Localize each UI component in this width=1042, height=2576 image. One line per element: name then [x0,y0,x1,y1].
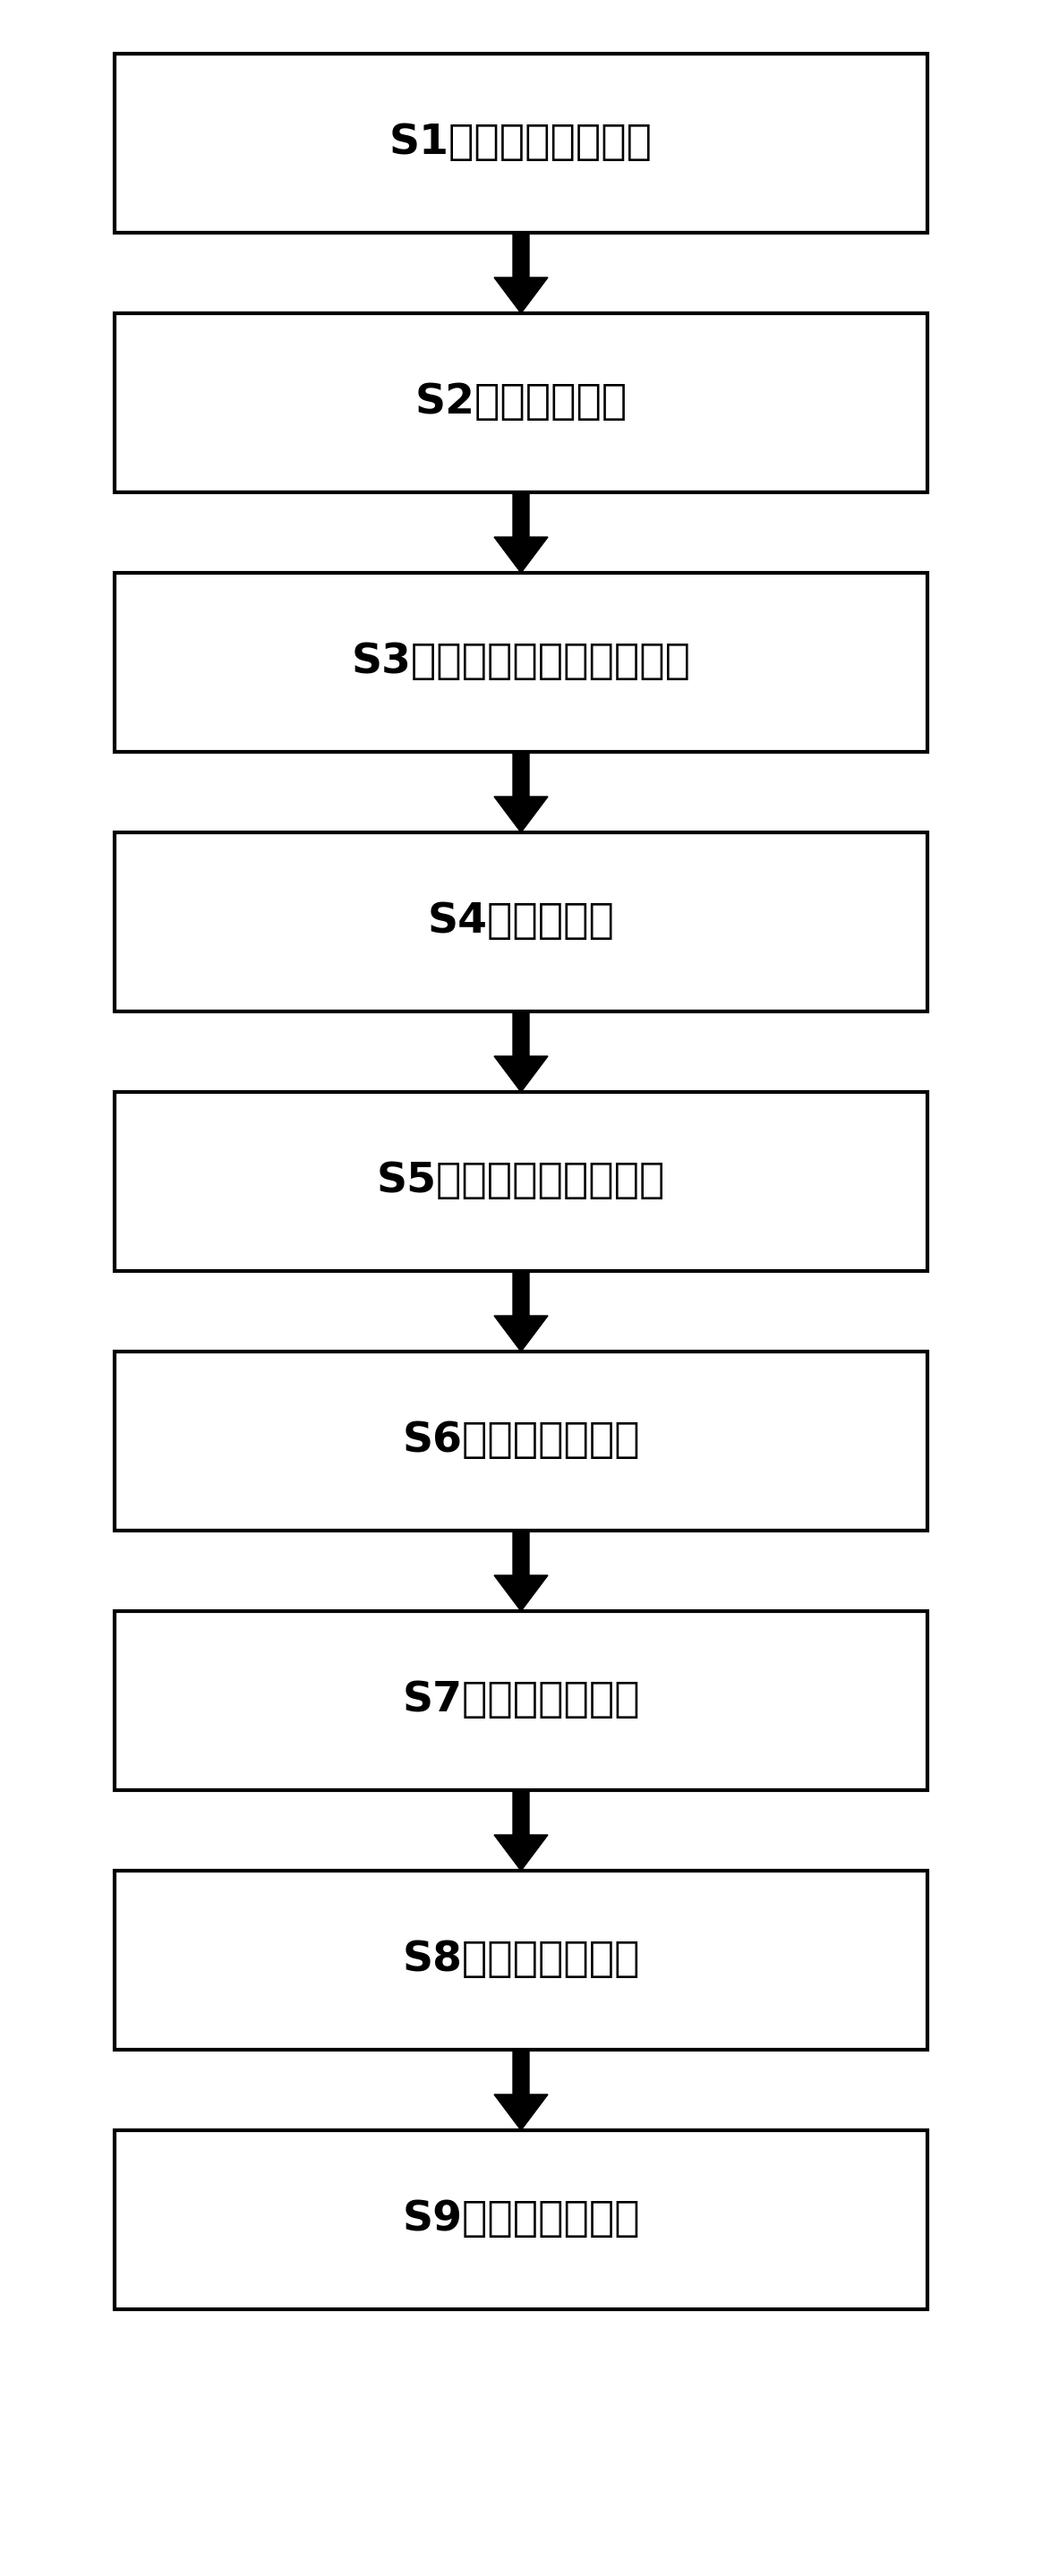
Text: S6：诊断信息接收: S6：诊断信息接收 [402,1422,640,1461]
Text: S3：双指标法检测数据录入: S3：双指标法检测数据录入 [351,641,691,683]
Bar [115,1092,927,1270]
Bar [115,1870,927,2050]
Bar [115,832,927,1012]
FancyArrow shape [494,2050,548,2130]
FancyArrow shape [494,1790,548,1870]
Text: S4：数据比对: S4：数据比对 [427,902,615,943]
Text: S2：生成条形码: S2：生成条形码 [415,384,627,422]
FancyArrow shape [494,752,548,832]
Bar [115,314,927,492]
Text: S9：治疗信息输出: S9：治疗信息输出 [402,2200,640,2241]
Bar [115,572,927,752]
FancyArrow shape [494,492,548,572]
FancyArrow shape [494,1530,548,1610]
FancyArrow shape [494,1012,548,1092]
Bar [115,2130,927,2308]
Text: S7：诊断信息输出: S7：诊断信息输出 [402,1680,640,1721]
Bar [115,1610,927,1790]
Text: S8：治疗信息录入: S8：治疗信息录入 [402,1940,640,1981]
Text: S1：新生儿信息录入: S1：新生儿信息录入 [390,124,652,162]
FancyArrow shape [494,232,548,314]
FancyArrow shape [494,1270,548,1352]
Text: S5：心超检测数据录入: S5：心超检测数据录入 [377,1162,665,1200]
Bar [115,1352,927,1530]
Bar [115,54,927,232]
